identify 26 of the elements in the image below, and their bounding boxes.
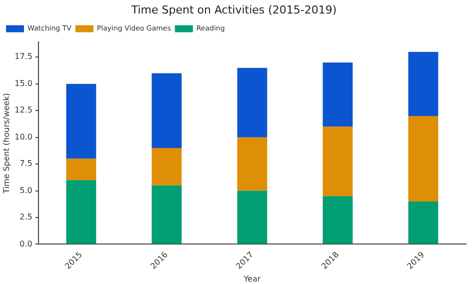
bar	[152, 73, 182, 148]
bar	[408, 201, 438, 244]
bar	[66, 158, 96, 180]
bar	[322, 126, 353, 196]
y-tick-label: 2.5	[20, 212, 32, 222]
bar	[237, 137, 268, 191]
bar	[152, 148, 182, 186]
bar	[66, 84, 96, 159]
y-tick-label: 0.0	[20, 239, 32, 248]
bar	[66, 180, 96, 244]
bar	[408, 116, 438, 202]
y-tick-label: 7.5	[20, 159, 32, 168]
y-tick-label: 5.0	[20, 186, 32, 195]
bar	[408, 52, 438, 116]
y-tick-label: 17.5	[14, 52, 32, 62]
bar	[237, 68, 268, 138]
bar	[322, 196, 353, 244]
bar	[322, 62, 353, 127]
bar	[237, 190, 268, 244]
y-axis-title: Time Spent (hours/week)	[2, 93, 11, 194]
chart-title: Time Spent on Activities (2015-2019)	[130, 3, 337, 16]
y-tick-label: 12.5	[14, 106, 32, 115]
y-tick-label: 10.0	[14, 132, 32, 142]
y-tick-label: 15.0	[14, 78, 32, 88]
x-axis-title: Year	[242, 274, 262, 284]
bar	[152, 185, 182, 244]
